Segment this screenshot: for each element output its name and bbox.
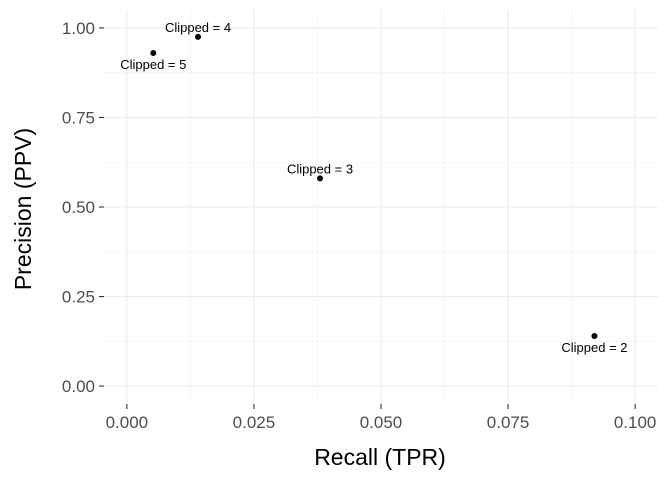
y-tick-label: 1.00 bbox=[62, 19, 95, 38]
y-tick-label: 0.25 bbox=[62, 288, 95, 307]
x-tick-label: 0.025 bbox=[233, 413, 276, 432]
data-point bbox=[195, 33, 202, 40]
data-label: Clipped = 3 bbox=[287, 161, 353, 176]
x-tick-label: 0.050 bbox=[360, 413, 403, 432]
y-tick-label: 0.75 bbox=[62, 108, 95, 127]
x-tick-label: 0.075 bbox=[487, 413, 530, 432]
data-labels: Clipped = 5 Clipped = 4 Clipped = 3 Clipped… bbox=[120, 20, 627, 355]
data-point bbox=[317, 175, 324, 182]
y-tick-label: 0.00 bbox=[62, 377, 95, 396]
y-axis-title: Precision (PPV) bbox=[10, 128, 36, 290]
y-tick-label: 0.50 bbox=[62, 198, 95, 217]
data-label: Clipped = 4 bbox=[165, 20, 231, 35]
data-label: Clipped = 5 bbox=[120, 57, 186, 72]
data-point bbox=[591, 332, 598, 339]
axes: 0.000 0.025 0.050 0.075 0.100 0.00 0.25 0.50 0.7… bbox=[62, 19, 656, 432]
grid bbox=[104, 10, 658, 404]
x-axis-title: Recall (TPR) bbox=[314, 444, 446, 470]
data-label: Clipped = 2 bbox=[561, 340, 627, 355]
data-point bbox=[150, 49, 157, 56]
x-tick-label: 0.100 bbox=[614, 413, 657, 432]
x-tick-label: 0.000 bbox=[106, 413, 149, 432]
data-points bbox=[150, 33, 598, 339]
